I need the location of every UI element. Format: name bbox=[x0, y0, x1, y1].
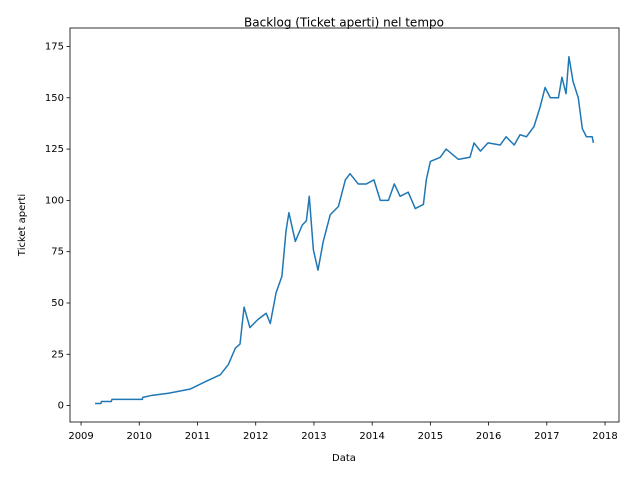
x-tick-label: 2013 bbox=[301, 431, 326, 442]
x-tick-label: 2014 bbox=[359, 431, 384, 442]
x-axis-label: Data bbox=[332, 453, 356, 464]
y-tick-label: 150 bbox=[45, 93, 64, 104]
y-tick-label: 0 bbox=[58, 401, 64, 412]
data-line bbox=[95, 55, 595, 405]
x-tick-label: 2010 bbox=[127, 431, 152, 442]
y-tick-label: 75 bbox=[51, 247, 64, 258]
chart-title: Backlog (Ticket aperti) nel tempo bbox=[244, 16, 444, 30]
x-tick-label: 2018 bbox=[592, 431, 617, 442]
y-tick-label: 125 bbox=[45, 144, 64, 155]
x-tick-label: 2017 bbox=[534, 431, 559, 442]
x-tick-label: 2009 bbox=[68, 431, 93, 442]
plot-frame bbox=[69, 27, 620, 423]
y-tick-label: 25 bbox=[51, 349, 64, 360]
y-tick-label: 100 bbox=[45, 195, 64, 206]
y-tick-label: 175 bbox=[45, 41, 64, 52]
x-tick-label: 2015 bbox=[418, 431, 443, 442]
x-tick-label: 2016 bbox=[476, 431, 501, 442]
x-tick-label: 2012 bbox=[243, 431, 268, 442]
y-tick-label: 50 bbox=[51, 298, 64, 309]
y-axis-label: Ticket aperti bbox=[17, 194, 28, 257]
x-tick-label: 2011 bbox=[185, 431, 210, 442]
